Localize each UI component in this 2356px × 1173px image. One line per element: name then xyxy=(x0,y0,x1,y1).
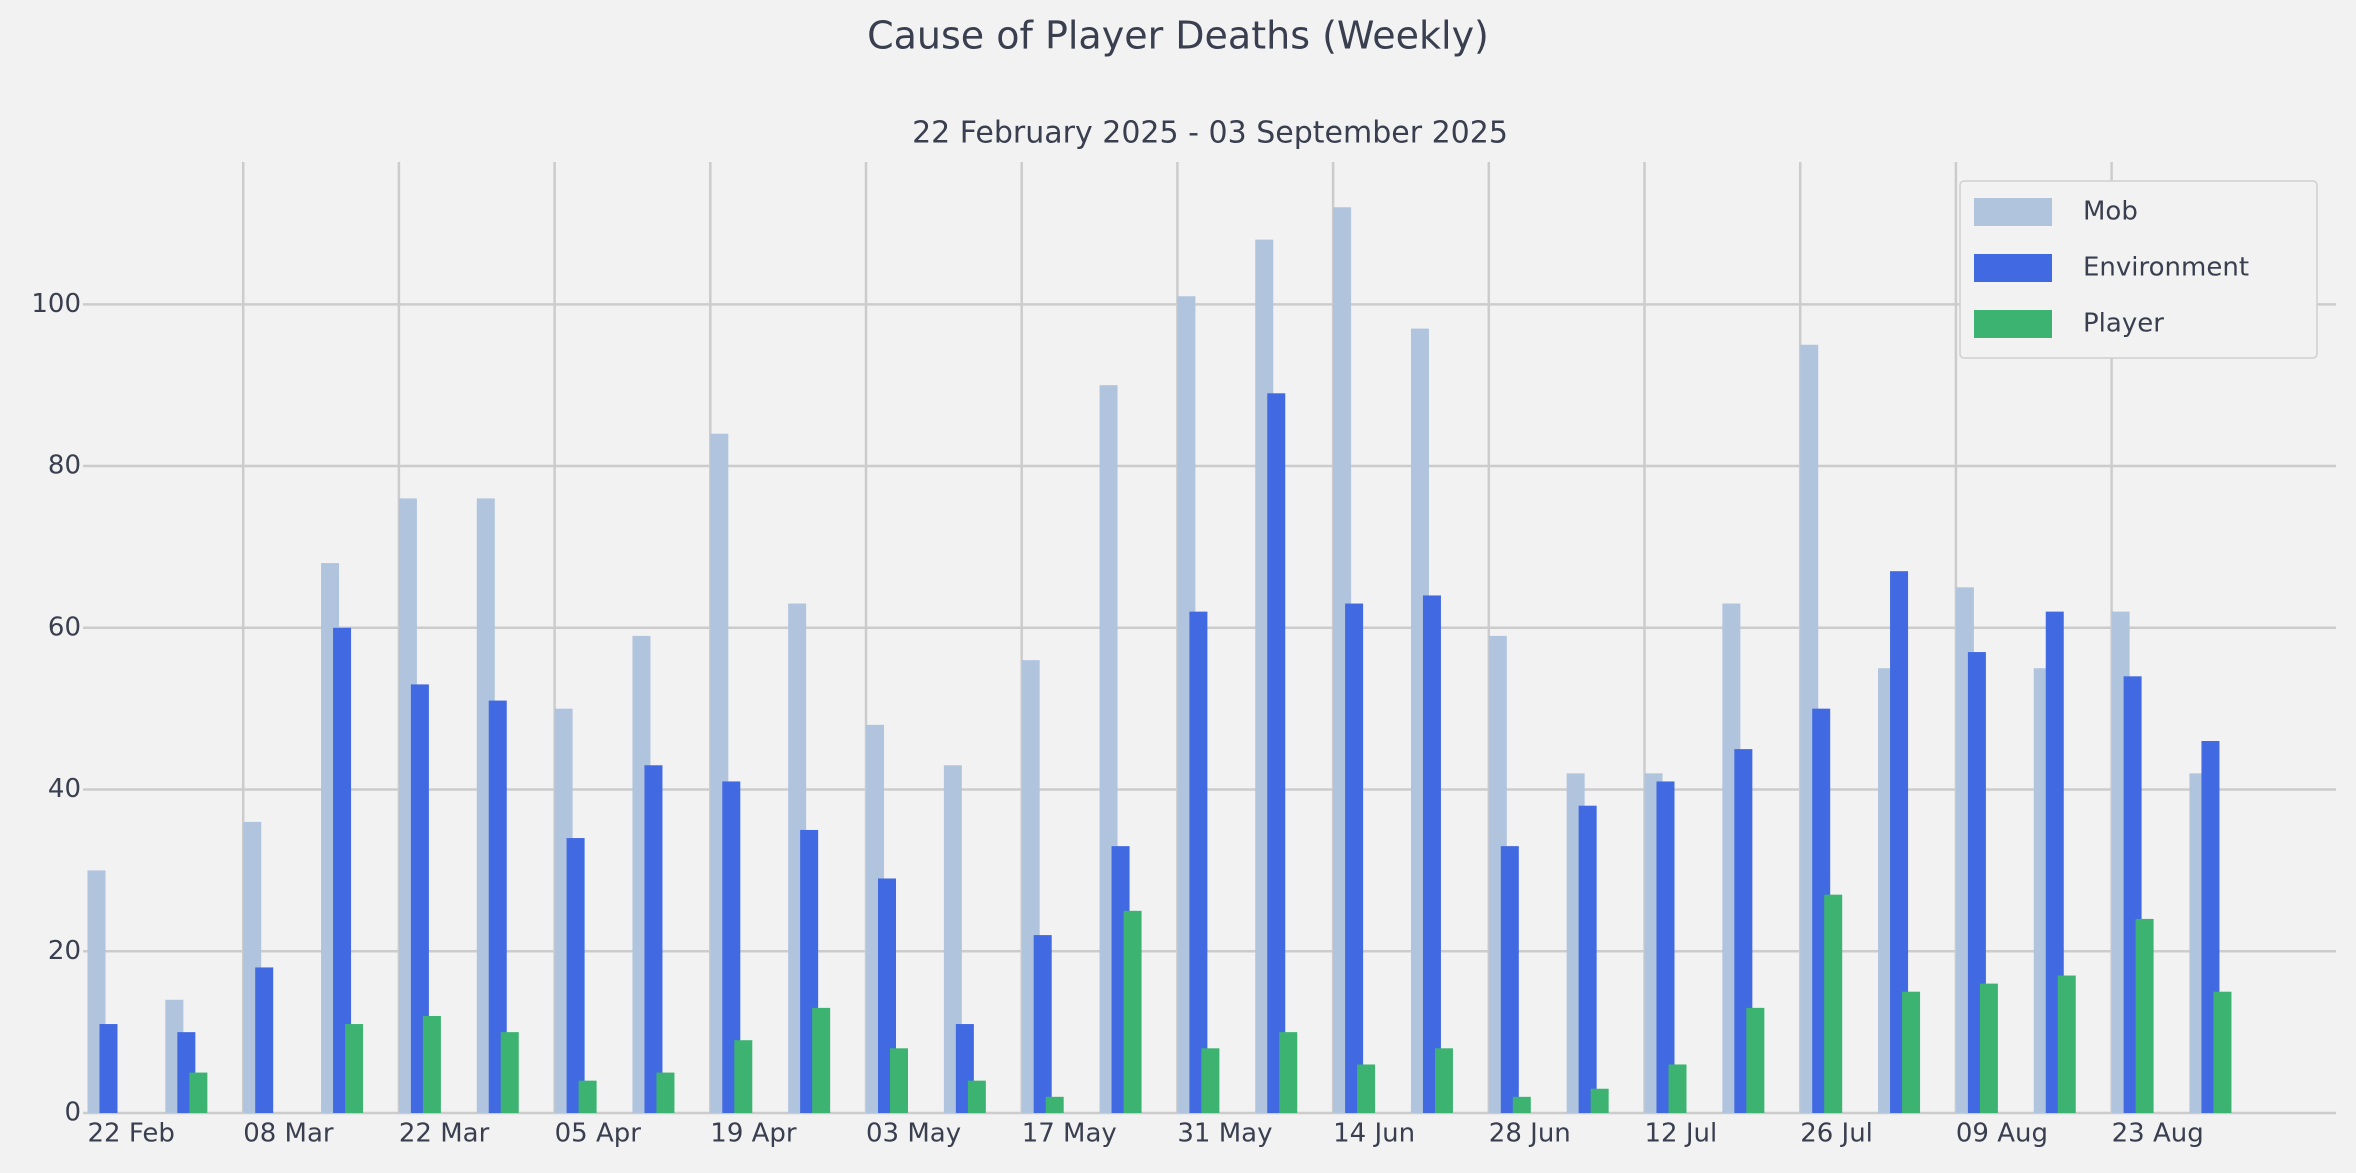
y-tick-label: 40 xyxy=(48,774,81,804)
bar xyxy=(1979,983,1998,1113)
bar xyxy=(1345,603,1364,1113)
x-tick-label: 03 May xyxy=(866,1119,961,1149)
legend-swatch xyxy=(1974,310,2052,338)
bar xyxy=(1746,1007,1765,1113)
bar xyxy=(1590,1088,1609,1113)
legend-swatch xyxy=(1974,198,2052,226)
bar xyxy=(566,838,585,1113)
bar xyxy=(500,1032,519,1113)
bar xyxy=(410,684,429,1113)
bar xyxy=(1189,611,1208,1113)
bar xyxy=(734,1040,753,1113)
bar xyxy=(1279,1032,1298,1113)
bar xyxy=(422,1015,441,1113)
y-tick-label: 60 xyxy=(48,612,81,642)
legend-label: Mob xyxy=(2083,197,2138,227)
bar xyxy=(1890,571,1909,1113)
bar xyxy=(1656,781,1675,1113)
bar xyxy=(967,1080,986,1113)
bar xyxy=(1434,1048,1453,1113)
bar xyxy=(2213,991,2232,1113)
bar xyxy=(345,1024,364,1113)
x-tick-label: 26 Jul xyxy=(1800,1119,1873,1149)
bar xyxy=(2135,918,2154,1113)
bar xyxy=(656,1072,675,1113)
x-tick-label: 08 Mar xyxy=(243,1119,334,1149)
x-tick-label: 31 May xyxy=(1177,1119,1272,1149)
bar xyxy=(578,1080,597,1113)
bar xyxy=(1357,1064,1376,1113)
bar xyxy=(1578,805,1597,1113)
x-tick-label: 14 Jun xyxy=(1333,1119,1415,1149)
y-tick-label: 20 xyxy=(48,936,81,966)
x-tick-label: 19 Apr xyxy=(710,1119,797,1149)
x-tick-label: 05 Apr xyxy=(555,1119,642,1149)
bar xyxy=(1668,1064,1687,1113)
bar xyxy=(488,700,507,1113)
bar xyxy=(1500,846,1519,1113)
bar xyxy=(99,1024,118,1113)
legend-swatch xyxy=(1974,254,2052,282)
bar xyxy=(1123,910,1142,1113)
y-tick-label: 100 xyxy=(31,289,81,319)
bar xyxy=(1512,1096,1531,1113)
x-tick-label: 22 Mar xyxy=(399,1119,490,1149)
x-tick-label: 28 Jun xyxy=(1489,1119,1571,1149)
bar xyxy=(1045,1096,1064,1113)
bar xyxy=(644,765,663,1113)
x-tick-label: 09 Aug xyxy=(1956,1119,2048,1149)
bar xyxy=(812,1007,831,1113)
bar xyxy=(1422,595,1441,1113)
bar xyxy=(1824,894,1843,1113)
bar xyxy=(1267,393,1286,1113)
legend-label: Environment xyxy=(2083,253,2249,283)
x-tick-label: 22 Feb xyxy=(88,1119,175,1149)
chart-subtitle: 22 February 2025 - 03 September 2025 xyxy=(912,116,1508,151)
bar xyxy=(890,1048,908,1113)
bar xyxy=(1033,935,1052,1113)
grid: 0 20 40 60 80 100 22 Feb 08 Mar 22 Mar 05 Apr 19 A… xyxy=(31,162,2336,1149)
bar xyxy=(333,627,352,1113)
x-tick-label: 17 May xyxy=(1022,1119,1117,1149)
legend: Mob Environment Player xyxy=(1959,180,2318,359)
legend-label: Player xyxy=(2083,309,2164,339)
y-tick-label: 80 xyxy=(48,451,81,481)
bar xyxy=(1201,1048,1220,1113)
x-tick-label: 12 Jul xyxy=(1645,1119,1718,1149)
bar xyxy=(722,781,741,1113)
bar xyxy=(1902,991,1921,1113)
bars xyxy=(87,207,2232,1114)
y-tick-label: 0 xyxy=(64,1098,81,1128)
bar xyxy=(2057,975,2076,1113)
x-tick-label: 23 Aug xyxy=(2112,1119,2204,1149)
chart-title: Cause of Player Deaths (Weekly) xyxy=(867,14,1489,58)
bar xyxy=(189,1072,208,1113)
bar xyxy=(255,967,274,1113)
